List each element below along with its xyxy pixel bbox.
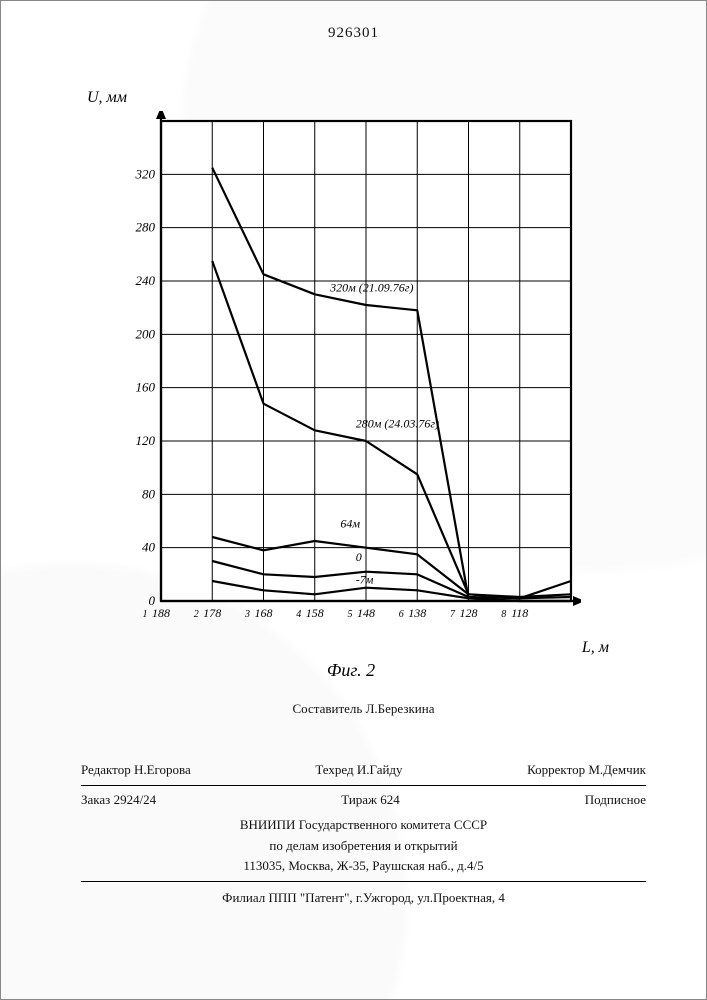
order-value: 2924/24 [114,792,157,807]
techred-label: Техред [315,762,353,777]
svg-text:320м (21.09.76г): 320м (21.09.76г) [329,281,413,295]
svg-text:64м: 64м [340,517,360,531]
order-label: Заказ [81,792,110,807]
org-line2: по делам изобретения и открытий [81,836,646,857]
techred-name: И.Гайду [357,762,403,777]
org-line1: ВНИИПИ Государственного комитета СССР [81,815,646,836]
svg-text:3: 3 [244,609,250,620]
svg-text:4: 4 [296,609,301,620]
svg-text:6: 6 [399,609,404,620]
page: 926301 U, мм L, м Фиг. 2 0 40 80 120 160 200 2… [0,0,707,1000]
techred-block: Техред И.Гайду [315,760,402,781]
doc-number: 926301 [1,25,706,42]
branch-line: Филиал ППП "Патент", г.Ужгород, ул.Проек… [81,888,646,909]
editor-label: Редактор [81,762,131,777]
svg-text:1: 1 [143,609,148,620]
svg-text:200: 200 [136,326,156,341]
svg-text:128: 128 [460,606,478,620]
svg-text:5: 5 [348,609,353,620]
editor-name: Н.Егорова [134,762,191,777]
compiler-name: Л.Березкина [366,701,435,716]
tirage-value: 624 [380,792,400,807]
org-block: ВНИИПИ Государственного комитета СССР по… [81,815,646,882]
print-row: Заказ 2924/24 Тираж 624 Подписное [81,786,646,811]
svg-text:188: 188 [152,606,170,620]
footer: Составитель Л.Березкина Редактор Н.Егоро… [81,699,646,909]
tirage-label: Тираж [341,792,377,807]
compiler-line: Составитель Л.Березкина [81,699,646,720]
credits-row: Редактор Н.Егорова Техред И.Гайду Коррек… [81,760,646,786]
y-axis-label: U, мм [87,89,127,107]
compiler-label: Составитель [293,701,363,716]
svg-text:240: 240 [136,273,156,288]
order-block: Заказ 2924/24 [81,790,156,811]
svg-text:0: 0 [356,550,362,564]
svg-text:178: 178 [203,606,221,620]
subscription: Подписное [585,790,646,811]
svg-text:158: 158 [306,606,324,620]
svg-text:-7м: -7м [356,573,374,587]
corrector-block: Корректор М.Демчик [527,760,646,781]
svg-text:138: 138 [408,606,426,620]
svg-text:7: 7 [450,609,456,620]
svg-text:148: 148 [357,606,375,620]
svg-text:168: 168 [255,606,273,620]
svg-text:2: 2 [194,609,199,620]
x-axis-label: L, м [582,639,609,657]
svg-text:40: 40 [142,540,156,555]
org-line3: 113035, Москва, Ж-35, Раушская наб., д.4… [81,856,646,877]
svg-text:118: 118 [511,606,528,620]
corrector-label: Корректор [527,762,585,777]
svg-text:280м (24.03.76г): 280м (24.03.76г) [356,417,439,431]
chart-container: U, мм L, м Фиг. 2 0408012016020024028032… [121,111,581,631]
svg-text:320: 320 [135,166,156,181]
svg-text:280: 280 [136,220,156,235]
editor-block: Редактор Н.Егорова [81,760,191,781]
corrector-name: М.Демчик [588,762,646,777]
figure-label: Фиг. 2 [121,660,581,681]
svg-text:8: 8 [501,609,506,620]
svg-text:120: 120 [136,433,156,448]
tirage-block: Тираж 624 [341,790,400,811]
svg-text:80: 80 [142,486,156,501]
chart-svg: 0 40 80 120 160 200 240 280 320 188 1 178 2 168 3 158 4 1… [121,111,581,631]
svg-text:160: 160 [136,380,156,395]
